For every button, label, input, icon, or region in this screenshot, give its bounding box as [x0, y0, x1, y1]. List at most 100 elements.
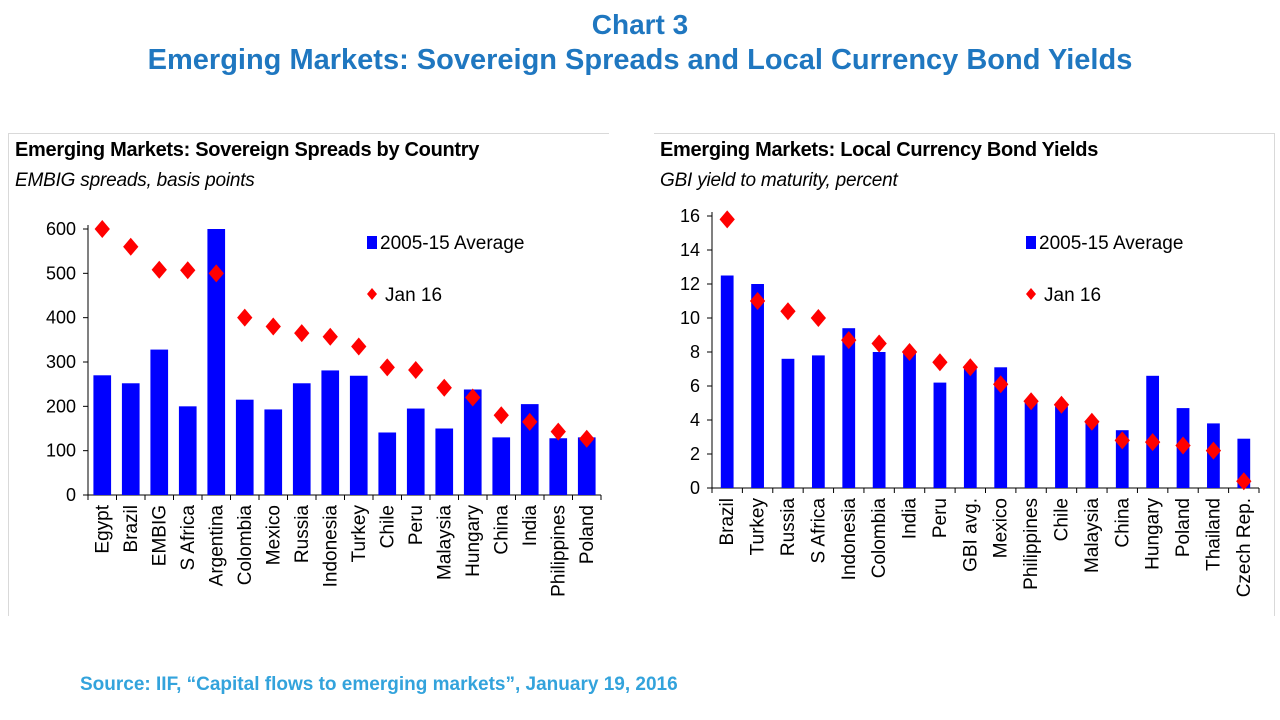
- yields-marker: [810, 309, 827, 327]
- spreads-bar: [463, 389, 482, 495]
- spreads-marker: [522, 412, 538, 431]
- yields-chart: 0 2 4 6 8 10 12 14 16 Brazil Turkey Russia S Africa I…: [680, 206, 1260, 597]
- spreads-bar: [520, 404, 539, 495]
- spreads-category-label: S Africa: [178, 505, 199, 571]
- spreads-marker: [436, 378, 452, 397]
- spreads-marker: [265, 317, 281, 336]
- spreads-category-label: Chile: [377, 505, 398, 548]
- spreads-bar: [150, 349, 169, 495]
- yields-category-label: Chile: [1051, 498, 1072, 541]
- yields-bar: [872, 352, 886, 488]
- yields-category-label: Czech Rep.: [1234, 498, 1255, 597]
- spreads-y-tick-label: 100: [46, 441, 76, 461]
- spreads-chart: 0 100 200 300 400 500 600 Egypt Brazil EMBIG S Afr…: [46, 219, 602, 597]
- spreads-bar: [577, 437, 596, 495]
- yields-y-tick-label: 10: [680, 308, 700, 328]
- spreads-y-tick-label: 0: [66, 485, 76, 505]
- yields-bar: [963, 369, 977, 488]
- yields-bar: [1146, 375, 1160, 488]
- yields-marker: [1144, 433, 1161, 452]
- yields-marker: [962, 358, 978, 377]
- spreads-category-label: China: [491, 505, 512, 555]
- yields-marker: [780, 302, 796, 321]
- spreads-chart-title: Emerging Markets: Sovereign Spreads by C…: [15, 139, 480, 161]
- spreads-bar: [178, 406, 197, 495]
- spreads-bar: [207, 229, 226, 495]
- spreads-y-tick-label: 500: [46, 263, 76, 283]
- yields-bar: [811, 355, 825, 488]
- spreads-bar: [378, 432, 397, 495]
- yields-marker: [719, 210, 735, 229]
- yields-bar: [994, 367, 1008, 488]
- yields-category-label: China: [1112, 498, 1133, 548]
- spreads-category-label: Russia: [292, 505, 313, 564]
- page-title: Chart 3 Emerging Markets: Sovereign Spre…: [0, 8, 1280, 78]
- spreads-marker: [237, 308, 253, 327]
- yields-category-label: Hungary: [1143, 498, 1164, 570]
- spreads-category-label: Mexico: [263, 505, 284, 565]
- spreads-bar: [492, 437, 511, 495]
- spreads-marker: [322, 327, 338, 346]
- yields-category-label: S Africa: [808, 498, 829, 564]
- spreads-category-label: Philippines: [548, 505, 569, 597]
- spreads-category-label: Poland: [577, 505, 598, 564]
- yields-marker: [932, 353, 948, 372]
- yields-bar: [1085, 420, 1099, 488]
- yields-chart-subtitle: GBI yield to maturity, percent: [660, 170, 898, 191]
- spreads-category-label: Indonesia: [320, 505, 341, 588]
- spreads-bar: [93, 375, 112, 495]
- yields-category-label: Poland: [1173, 498, 1194, 557]
- yields-bar: [903, 352, 916, 488]
- yields-marker: [871, 334, 887, 353]
- spreads-bar: [349, 375, 368, 495]
- spreads-chart-subtitle: EMBIG spreads, basis points: [15, 170, 255, 191]
- spreads-marker: [408, 360, 424, 379]
- yields-bar: [1237, 438, 1251, 488]
- yields-bar: [1024, 403, 1038, 488]
- yields-category-label: Turkey: [748, 498, 769, 556]
- yields-y-tick-label: 4: [690, 410, 700, 430]
- yields-category-label: Thailand: [1203, 498, 1224, 571]
- spreads-bar: [292, 383, 311, 495]
- yields-chart-title: Emerging Markets: Local Currency Bond Yi…: [660, 139, 1099, 161]
- yields-bar: [933, 382, 947, 488]
- yields-bar: [751, 284, 764, 488]
- spreads-marker: [151, 260, 167, 279]
- yields-category-label: Colombia: [869, 498, 890, 579]
- yields-y-tick-label: 0: [690, 478, 700, 498]
- spreads-marker: [294, 324, 310, 343]
- spreads-marker: [550, 422, 566, 441]
- yields-chart-panel: Emerging Markets: Local Currency Bond Yi…: [654, 133, 1275, 616]
- yields-marker: [1084, 412, 1100, 431]
- spreads-category-label: EMBIG: [149, 505, 170, 566]
- yields-category-label: Mexico: [991, 498, 1012, 558]
- title-line-2: Emerging Markets: Sovereign Spreads and …: [147, 44, 1133, 76]
- yields-category-label: Indonesia: [839, 498, 860, 581]
- yields-bar: [781, 358, 795, 488]
- yields-legend-marker-swatch: [1026, 288, 1036, 300]
- spreads-category-label: Colombia: [235, 505, 256, 586]
- yields-marker: [993, 375, 1009, 394]
- spreads-chart-panel: Emerging Markets: Sovereign Spreads by C…: [8, 133, 609, 616]
- yields-legend-bar-swatch: [1026, 236, 1036, 249]
- spreads-y-tick-label: 200: [46, 396, 76, 416]
- source-note: Source: IIF, “Capital flows to emerging …: [80, 674, 678, 695]
- spreads-bar: [406, 408, 425, 495]
- spreads-category-label: Malaysia: [434, 505, 455, 580]
- spreads-marker: [493, 406, 509, 425]
- yields-bar: [1055, 406, 1068, 488]
- spreads-category-label: Egypt: [92, 504, 113, 553]
- spreads-category-label: Argentina: [206, 505, 227, 587]
- yields-marker: [1175, 436, 1191, 455]
- spreads-legend-bar-label: 2005-15 Average: [380, 233, 524, 254]
- spreads-category-label: Peru: [406, 505, 427, 545]
- yields-y-tick-label: 2: [690, 444, 700, 464]
- spreads-y-tick-label: 300: [46, 352, 76, 372]
- yields-category-label: India: [900, 498, 921, 540]
- spreads-y-tick-label: 600: [46, 219, 76, 239]
- spreads-legend-marker-swatch: [367, 288, 377, 300]
- spreads-marker: [208, 264, 224, 283]
- spreads-marker: [579, 429, 595, 448]
- spreads-marker: [351, 337, 367, 356]
- yields-category-label: Brazil: [717, 498, 738, 546]
